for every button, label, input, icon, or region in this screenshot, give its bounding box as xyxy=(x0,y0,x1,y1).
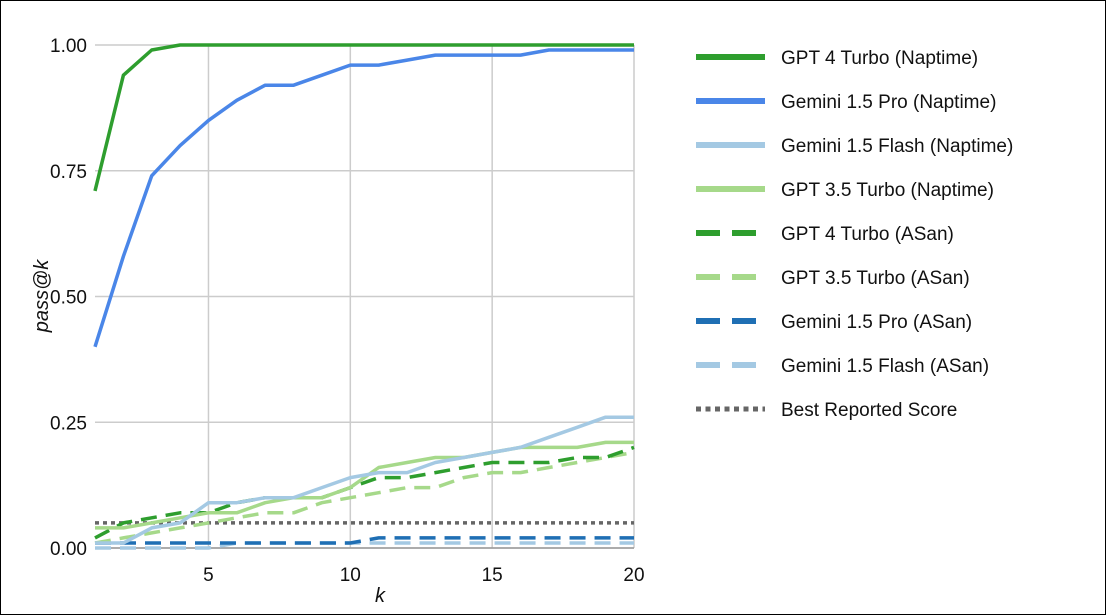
legend-label-0: GPT 4 Turbo (Naptime) xyxy=(781,48,978,69)
legend-label-1: Gemini 1.5 Pro (Naptime) xyxy=(781,92,996,113)
y-axis-title: pass@k xyxy=(31,259,53,334)
legend-label-3: GPT 3.5 Turbo (Naptime) xyxy=(781,180,994,201)
legend-label-2: Gemini 1.5 Flash (Naptime) xyxy=(781,136,1013,157)
series-line-5 xyxy=(94,450,635,545)
series-line-6 xyxy=(95,536,634,545)
x-axis-title: k xyxy=(375,585,386,607)
series-line-2 xyxy=(95,415,634,545)
series-line-0 xyxy=(93,43,634,192)
x-tick-label: 20 xyxy=(623,565,644,586)
y-tick-label: 1.00 xyxy=(50,36,87,57)
legend-label-5: GPT 3.5 Turbo (ASan) xyxy=(781,268,970,289)
y-tick-label: 0.50 xyxy=(50,288,87,309)
series-line-4 xyxy=(94,445,635,540)
legend-label-6: Gemini 1.5 Pro (ASan) xyxy=(781,312,972,333)
y-tick-label: 0.00 xyxy=(50,539,87,560)
y-tick-label: 0.75 xyxy=(50,162,87,183)
legend-label-4: GPT 4 Turbo (ASan) xyxy=(781,224,954,245)
series-line-3 xyxy=(95,440,634,530)
x-tick-label: 5 xyxy=(203,565,214,586)
legend-label-7: Gemini 1.5 Flash (ASan) xyxy=(781,356,989,377)
axis-ticks: 0.00 0.25 0.50 0.75 1.00 5 10 15 20 xyxy=(50,36,645,586)
series-line-7 xyxy=(95,541,634,550)
x-tick-label: 10 xyxy=(340,565,361,586)
legend: GPT 4 Turbo (Naptime) Gemini 1.5 Pro (Nap… xyxy=(696,48,1013,421)
y-tick-label: 0.25 xyxy=(50,413,87,434)
series-lines xyxy=(93,43,635,550)
grid xyxy=(95,44,635,549)
x-tick-label: 15 xyxy=(482,565,503,586)
series-line-1 xyxy=(93,48,634,348)
legend-label-8: Best Reported Score xyxy=(781,400,957,421)
